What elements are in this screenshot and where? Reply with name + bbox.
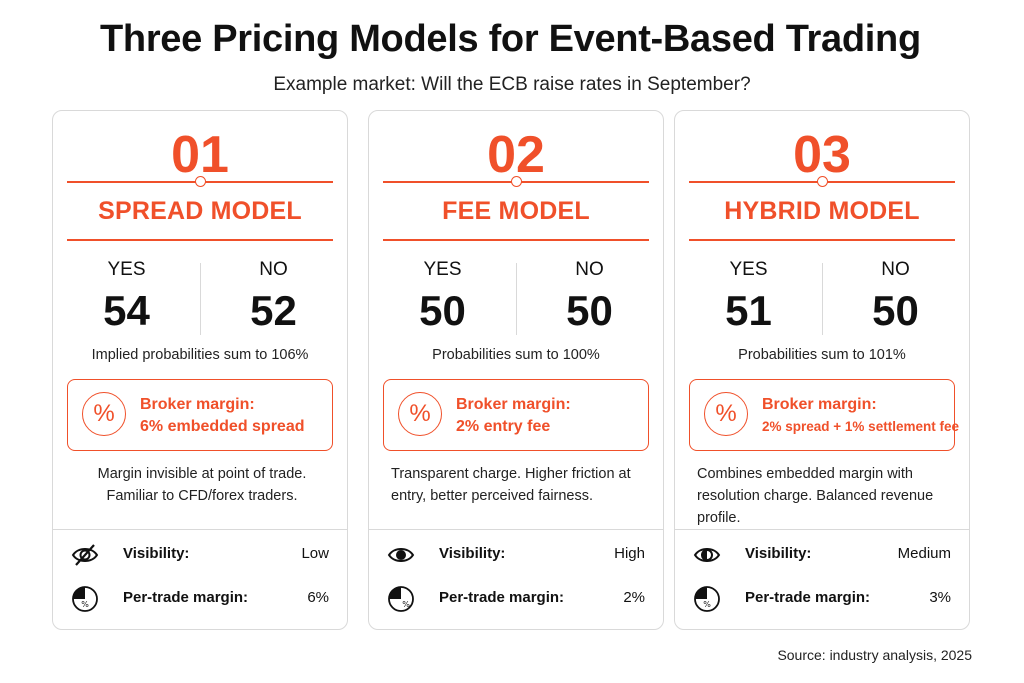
margin-text: Broker margin: 2% entry fee xyxy=(456,394,640,438)
per-trade-label: Per-trade margin: xyxy=(123,589,249,606)
hybrid-model-card: 03 HYBRID MODEL YES 51 NO 50 Probabiliti… xyxy=(674,110,970,630)
divider-dot xyxy=(817,176,828,187)
no-price: 50 xyxy=(566,287,613,334)
divider-line xyxy=(67,239,333,241)
price-divider xyxy=(822,263,823,335)
yes-column: YES 54 xyxy=(53,259,200,335)
spread-model-card: 01 SPREAD MODEL YES 54 NO 52 Implied pro… xyxy=(52,110,348,630)
margin-detail: 6% embedded spread xyxy=(140,418,305,435)
no-column: NO 52 xyxy=(200,259,347,335)
model-description: Combines embedded margin with resolution… xyxy=(697,466,934,526)
svg-text:%: % xyxy=(81,600,89,609)
per-trade-value: 2% xyxy=(623,589,645,606)
yes-label: YES xyxy=(107,259,146,280)
per-trade-value: 3% xyxy=(929,589,951,606)
per-trade-margin-row: % Per-trade margin: 6% xyxy=(53,579,347,619)
visibility-row: Visibility: High xyxy=(369,535,663,575)
source-note: Source: industry analysis, 2025 xyxy=(777,647,972,663)
broker-margin-box: % Broker margin: 6% embedded spread xyxy=(67,379,333,451)
percent-icon: % xyxy=(704,392,748,436)
visibility-label: Visibility: xyxy=(123,545,190,562)
no-label: NO xyxy=(575,259,604,280)
eye-icon xyxy=(387,548,415,562)
card-number: 02 xyxy=(487,126,545,184)
broker-margin-box: % Broker margin: 2% spread + 1% settleme… xyxy=(689,379,959,451)
yes-price: 50 xyxy=(419,287,466,334)
probability-note: Implied probabilities sum to 106% xyxy=(91,347,309,363)
visibility-value: Low xyxy=(301,545,329,562)
margin-text: Broker margin: 2% spread + 1% settlement… xyxy=(762,394,959,438)
yes-column: YES 50 xyxy=(369,259,516,335)
pie-percent-icon: % xyxy=(72,586,98,612)
per-trade-margin-row: % Per-trade margin: 3% xyxy=(675,579,969,619)
broker-margin-box: % Broker margin: 2% entry fee xyxy=(383,379,649,451)
per-trade-label: Per-trade margin: xyxy=(439,589,565,606)
section-divider xyxy=(675,529,969,530)
fee-model-card: 02 FEE MODEL YES 50 NO 50 Probabilities … xyxy=(368,110,664,630)
margin-detail: 2% spread + 1% settlement fee xyxy=(762,419,959,434)
divider-line xyxy=(383,239,649,241)
yes-column: YES 51 xyxy=(675,259,822,335)
no-column: NO 50 xyxy=(516,259,663,335)
visibility-row: Visibility: Medium xyxy=(675,535,969,575)
margin-title: Broker margin: xyxy=(762,396,877,413)
page-subtitle: Example market: Will the ECB raise rates… xyxy=(273,74,751,95)
per-trade-value: 6% xyxy=(307,589,329,606)
per-trade-label: Per-trade margin: xyxy=(745,589,871,606)
margin-text: Broker margin: 6% embedded spread xyxy=(140,394,324,438)
model-description: Transparent charge. Higher friction at e… xyxy=(391,466,631,504)
yes-price: 51 xyxy=(725,287,772,334)
no-price: 50 xyxy=(872,287,919,334)
divider-dot xyxy=(195,176,206,187)
page-title: Three Pricing Models for Event-Based Tra… xyxy=(100,18,921,60)
visibility-label: Visibility: xyxy=(745,545,812,562)
probability-note: Probabilities sum to 101% xyxy=(738,347,906,363)
margin-detail: 2% entry fee xyxy=(456,418,551,435)
card-number: 01 xyxy=(171,126,229,184)
margin-title: Broker margin: xyxy=(456,396,571,413)
price-divider xyxy=(516,263,517,335)
model-title: HYBRID MODEL xyxy=(724,197,920,225)
visibility-row: Visibility: Low xyxy=(53,535,347,575)
model-title: FEE MODEL xyxy=(442,197,590,225)
half-circle-icon xyxy=(693,548,721,562)
visibility-label: Visibility: xyxy=(439,545,506,562)
model-title: SPREAD MODEL xyxy=(98,197,302,225)
no-label: NO xyxy=(259,259,288,280)
divider-line xyxy=(689,239,955,241)
visibility-value: Medium xyxy=(897,545,951,562)
svg-text:%: % xyxy=(703,600,711,609)
section-divider xyxy=(53,529,347,530)
pie-percent-icon: % xyxy=(694,586,720,612)
margin-title: Broker margin: xyxy=(140,396,255,413)
pie-percent-icon: % xyxy=(388,586,414,612)
percent-icon: % xyxy=(82,392,126,436)
percent-icon: % xyxy=(398,392,442,436)
svg-text:%: % xyxy=(402,600,410,609)
divider-dot xyxy=(511,176,522,187)
visibility-value: High xyxy=(614,545,645,562)
section-divider xyxy=(369,529,663,530)
no-column: NO 50 xyxy=(822,259,969,335)
yes-label: YES xyxy=(729,259,768,280)
per-trade-margin-row: % Per-trade margin: 2% xyxy=(369,579,663,619)
model-description: Margin invisible at point of trade. Fami… xyxy=(97,466,307,504)
price-divider xyxy=(200,263,201,335)
yes-price: 54 xyxy=(103,287,150,334)
card-number: 03 xyxy=(793,126,851,184)
eye-slash-icon xyxy=(71,544,99,566)
probability-note: Probabilities sum to 100% xyxy=(432,347,600,363)
no-price: 52 xyxy=(250,287,297,334)
no-label: NO xyxy=(881,259,910,280)
yes-label: YES xyxy=(423,259,462,280)
